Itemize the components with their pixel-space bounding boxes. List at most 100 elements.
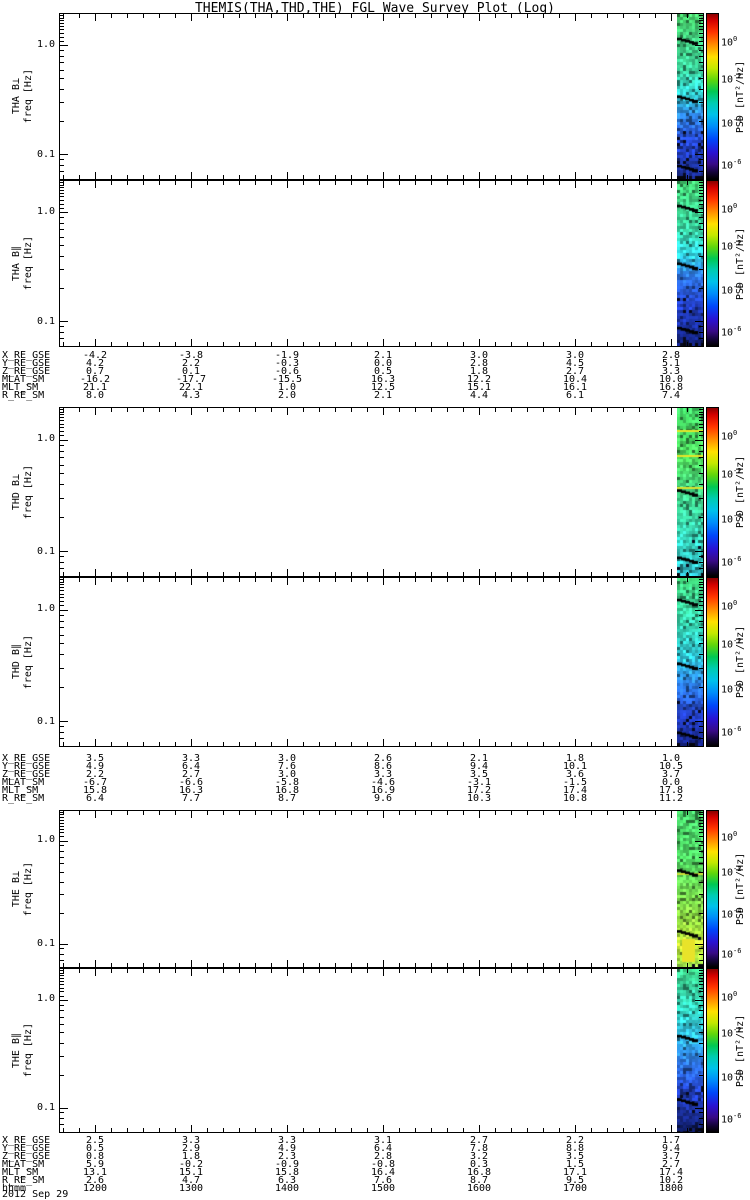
x-axis-tick (351, 408, 352, 412)
x-axis-tick (687, 811, 688, 815)
x-axis-tick (623, 14, 624, 18)
y-axis-tick (699, 829, 703, 830)
x-axis-tick (479, 408, 480, 415)
y-axis-tick (699, 562, 703, 563)
x-axis-tick (655, 969, 656, 973)
x-axis-tick (143, 969, 144, 973)
eph-value: 2.3 (277, 1151, 297, 1162)
x-axis-tick (159, 408, 160, 412)
y-axis-tick (60, 996, 64, 997)
x-axis-tick (303, 408, 304, 412)
y-axis-tick (699, 960, 703, 961)
x-axis-tick (463, 969, 464, 973)
x-axis-tick (655, 408, 656, 412)
colorbar-tick-label: 10-4 (721, 682, 742, 696)
y-axis-tick (60, 841, 68, 842)
y-axis-tick (60, 20, 64, 21)
x-axis-tick (687, 1128, 688, 1132)
x-axis-tick (591, 408, 592, 412)
x-axis-tick (687, 578, 688, 582)
y-axis-tick (60, 37, 64, 38)
eph-value: 10.3 (466, 793, 492, 804)
x-axis-tick (479, 172, 480, 179)
eph-value: 2.9 (181, 1143, 201, 1154)
x-axis-tick (591, 742, 592, 746)
colorbar-tick-label: 10-2 (721, 72, 742, 86)
x-axis-tick (207, 963, 208, 967)
y-axis-tick (699, 435, 703, 436)
x-axis-tick (271, 342, 272, 346)
x-axis-tick (575, 578, 576, 585)
x-axis-tick (111, 1128, 112, 1132)
x-axis-tick (431, 811, 432, 815)
y-axis-tick (60, 498, 64, 499)
eph-value: 8.6 (373, 761, 393, 772)
x-axis-tick (223, 578, 224, 582)
x-axis-tick (639, 811, 640, 815)
x-axis-tick (63, 1128, 64, 1132)
x-axis-tick (655, 175, 656, 179)
eph-row-label: MLT_SM (2, 1167, 39, 1178)
y-axis-tick (60, 187, 64, 188)
x-axis-tick (95, 578, 96, 585)
colorbar-tha-bperp (706, 13, 719, 180)
eph-value: 16.8 (466, 1167, 492, 1178)
y-axis-tick (60, 829, 64, 830)
x-axis-tick (191, 14, 192, 21)
x-axis-tick (95, 569, 96, 576)
data-strip-tha-bperp (677, 14, 703, 179)
x-axis-tick (239, 811, 240, 815)
x-axis-tick (79, 175, 80, 179)
y-axis-tick (60, 332, 64, 333)
x-axis-tick (63, 811, 64, 815)
eph-value: 3.1 (373, 1135, 393, 1146)
colorbar-tick-label: 10-6 (721, 1112, 742, 1126)
x-axis-tick (111, 572, 112, 576)
y-axis-tick (60, 845, 64, 846)
y-axis-tick (60, 732, 64, 733)
x-axis-tick (687, 969, 688, 973)
x-axis-tick (159, 572, 160, 576)
x-axis-tick (575, 1125, 576, 1132)
x-axis-tick (319, 742, 320, 746)
x-axis-tick (447, 578, 448, 582)
x-axis-tick (431, 572, 432, 576)
x-axis-tick (639, 578, 640, 582)
y-axis-tick (60, 159, 64, 160)
y-axis-tick (699, 237, 703, 238)
eph-value: 9.4 (661, 1143, 681, 1154)
x-axis-tick (79, 578, 80, 582)
y-axis-tick (695, 1000, 703, 1001)
x-axis-tick (351, 969, 352, 973)
x-axis-tick (623, 572, 624, 576)
x-axis-tick (575, 969, 576, 976)
colorbar-the-bpar (706, 968, 719, 1133)
x-axis-tick (111, 175, 112, 179)
x-axis-tick (239, 14, 240, 18)
x-axis-tick (607, 578, 608, 582)
x-axis-tick (527, 811, 528, 815)
x-axis-tick (127, 742, 128, 746)
y-axis-tick (60, 721, 68, 722)
x-axis-tick (303, 811, 304, 815)
x-axis-tick (687, 963, 688, 967)
eph-value: 4.2 (85, 358, 105, 369)
x-axis-tick (623, 1128, 624, 1132)
eph-row-label: MLT_SM (2, 785, 39, 796)
x-axis-tick (671, 969, 672, 976)
y-axis-tick (695, 721, 703, 722)
x-axis-tick (303, 963, 304, 967)
eph-value: 0.7 (85, 366, 105, 377)
x-axis-tick (383, 339, 384, 346)
y-axis-tick (60, 851, 64, 852)
y-axis-tick (60, 1005, 64, 1006)
y-axis-tick (699, 498, 703, 499)
y-axis-tick (695, 944, 703, 945)
y-axis-tick (699, 996, 703, 997)
y-axis-tick (60, 427, 64, 428)
x-axis-tick (255, 181, 256, 185)
y-axis-tick (699, 445, 703, 446)
y-axis-tick (699, 973, 703, 974)
y-axis-tick (60, 409, 64, 410)
y-axis-tick (60, 62, 64, 63)
